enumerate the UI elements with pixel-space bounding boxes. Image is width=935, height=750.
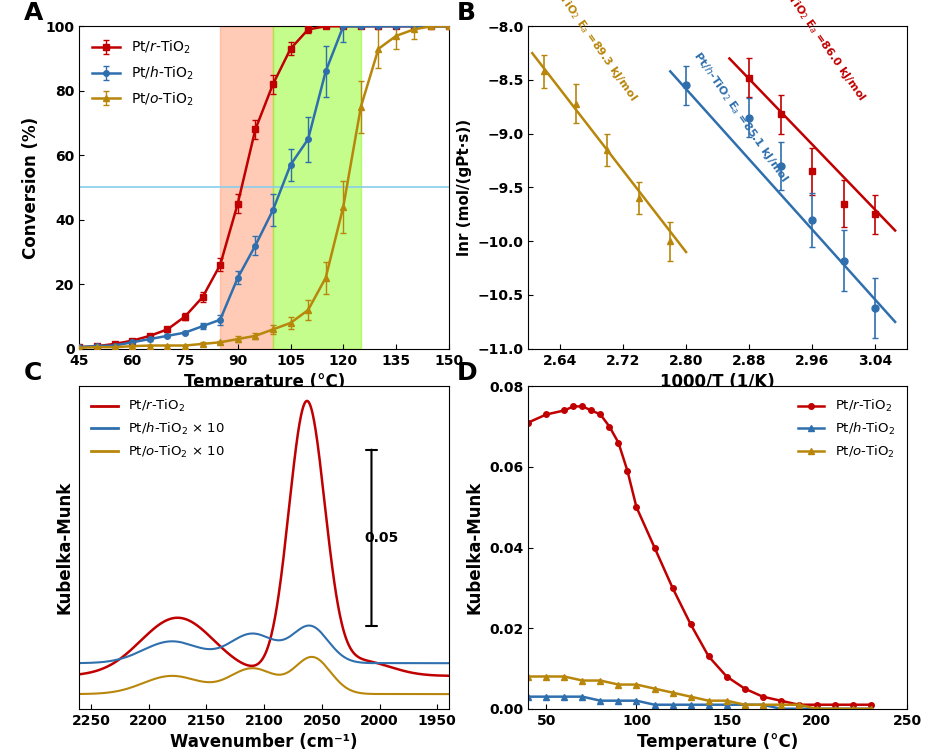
Y-axis label: Conversion (%): Conversion (%) (22, 116, 40, 259)
Y-axis label: Kubelka-Munk: Kubelka-Munk (56, 481, 74, 614)
X-axis label: 1000/T (1/K): 1000/T (1/K) (660, 374, 775, 392)
Legend: Pt/$r$-TiO$_2$, Pt/$h$-TiO$_2$, Pt/$o$-TiO$_2$: Pt/$r$-TiO$_2$, Pt/$h$-TiO$_2$, Pt/$o$-T… (86, 33, 199, 113)
Text: Pt/$r$-TiO$_2$ E$_a$ =86.0 kJ/mol: Pt/$r$-TiO$_2$ E$_a$ =86.0 kJ/mol (769, 0, 869, 104)
X-axis label: Wavenumber (cm⁻¹): Wavenumber (cm⁻¹) (170, 734, 358, 750)
Y-axis label: lnr (mol/(gPt·s)): lnr (mol/(gPt·s)) (457, 119, 472, 256)
X-axis label: Temperature (°C): Temperature (°C) (637, 734, 798, 750)
Text: D: D (456, 361, 477, 385)
Text: 0.05: 0.05 (365, 531, 399, 544)
Bar (220, 26, 273, 349)
Text: B: B (456, 1, 475, 25)
X-axis label: Temperature (°C): Temperature (°C) (183, 374, 345, 392)
Legend: Pt/$r$-TiO$_2$, Pt/$h$-TiO$_2$ $\times$ 10, Pt/$o$-TiO$_2$ $\times$ 10: Pt/$r$-TiO$_2$, Pt/$h$-TiO$_2$ $\times$ … (86, 393, 230, 465)
Text: C: C (24, 361, 42, 385)
Text: Pt/$h$-TiO$_2$ E$_a$ =85.1 kJ/mol: Pt/$h$-TiO$_2$ E$_a$ =85.1 kJ/mol (690, 50, 791, 185)
Text: A: A (24, 1, 43, 25)
Bar (273, 26, 361, 349)
Legend: Pt/$r$-TiO$_2$, Pt/$h$-TiO$_2$, Pt/$o$-TiO$_2$: Pt/$r$-TiO$_2$, Pt/$h$-TiO$_2$, Pt/$o$-T… (793, 393, 900, 465)
Y-axis label: Kubelka-Munk: Kubelka-Munk (466, 481, 483, 614)
Text: Pt/$o$-TiO$_2$ E$_a$ =89.3 kJ/mol: Pt/$o$-TiO$_2$ E$_a$ =89.3 kJ/mol (539, 0, 640, 104)
